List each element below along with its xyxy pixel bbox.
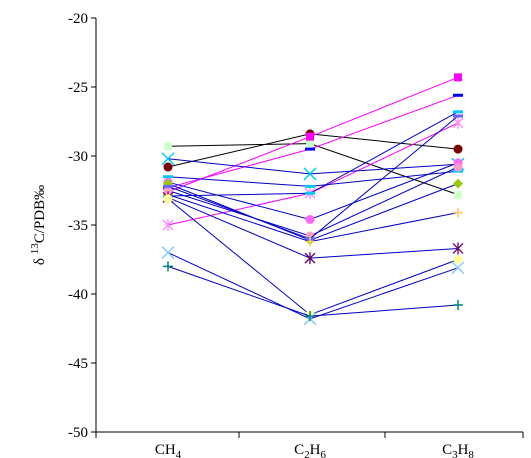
data-point	[454, 73, 462, 82]
data-point	[305, 184, 315, 188]
data-point	[305, 311, 315, 322]
data-point	[452, 116, 464, 129]
series-layer	[161, 73, 465, 326]
data-point	[305, 191, 315, 195]
data-point	[305, 214, 315, 224]
y-tick-label: -30	[68, 149, 88, 165]
y-tick-label: -20	[68, 11, 88, 27]
y-tick-label: -45	[68, 356, 88, 372]
data-point	[161, 246, 175, 260]
series-15	[163, 194, 463, 320]
data-point	[163, 162, 173, 172]
y-tick-label: -35	[68, 218, 88, 234]
data-point	[163, 194, 173, 204]
series-2	[164, 139, 462, 199]
data-point	[304, 252, 316, 265]
y-tick-label: -50	[68, 425, 88, 441]
data-point	[453, 207, 463, 218]
data-point	[163, 184, 173, 188]
data-point	[453, 114, 463, 118]
series-14	[162, 191, 464, 265]
x-tick-label: C3H8	[442, 442, 474, 458]
data-point	[453, 178, 463, 189]
data-point	[453, 300, 463, 311]
data-point	[305, 147, 315, 151]
data-point	[303, 167, 317, 181]
data-point	[453, 144, 463, 154]
data-point	[454, 190, 462, 199]
data-point	[162, 219, 174, 231]
data-point	[453, 255, 463, 264]
data-point	[453, 110, 463, 114]
series-line	[167, 265, 459, 317]
series-7	[161, 152, 465, 181]
series-6	[163, 110, 463, 198]
data-point	[163, 261, 173, 272]
data-point	[452, 242, 464, 255]
data-point	[453, 93, 463, 97]
series-line	[167, 196, 459, 259]
data-point	[305, 236, 315, 247]
series-line	[167, 111, 459, 197]
y-tick-label: -25	[68, 80, 88, 96]
data-point	[161, 152, 175, 166]
series-line	[167, 252, 459, 320]
data-point	[163, 175, 173, 179]
data-point	[164, 142, 172, 151]
data-point	[451, 261, 465, 275]
x-tick-label: C2H6	[294, 442, 326, 458]
axes: -50 -45 -40 -35 -30 -25 -20 CH4 C2H6 C3H8	[68, 11, 524, 458]
y-ticks: -50 -45 -40 -35 -30 -25 -20	[68, 11, 96, 441]
x-tick-label: CH4	[155, 442, 182, 458]
data-point	[306, 132, 314, 141]
y-axis-title: δ 13C/PDB‰	[29, 185, 48, 265]
x-ticks: CH4 C2H6 C3H8	[95, 432, 524, 458]
series-17	[163, 261, 463, 322]
y-tick-label: -40	[68, 287, 88, 303]
data-point	[306, 139, 314, 148]
data-point	[453, 162, 463, 172]
